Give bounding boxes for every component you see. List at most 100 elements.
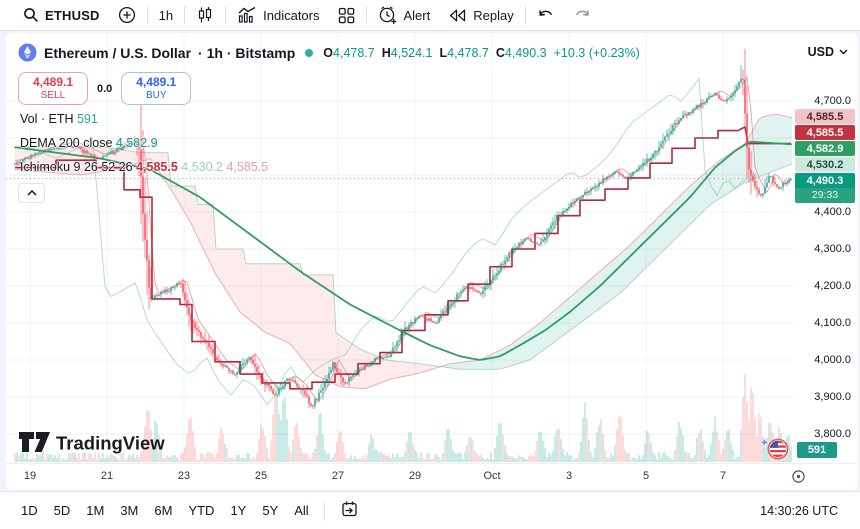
price-axis-label: 3,800.0 bbox=[814, 428, 851, 440]
range-button-5y[interactable]: 5Y bbox=[262, 503, 279, 518]
volume-axis-badge: 591 bbox=[797, 442, 837, 458]
range-button-1y[interactable]: 1Y bbox=[230, 503, 247, 518]
replay-button[interactable]: Replay bbox=[439, 0, 522, 31]
sell-price: 4,489.1 bbox=[32, 75, 74, 90]
sell-button[interactable]: 4,489.1 SELL bbox=[18, 72, 88, 105]
ichimoku-legend-row[interactable]: Ichimoku 9 26 52 26 4,585.5 4,530.2 4,58… bbox=[20, 160, 268, 174]
currency-label: USD bbox=[807, 45, 834, 59]
volume-legend-row[interactable]: Vol · ETH 591 bbox=[20, 112, 98, 126]
volume-legend-label: Vol · ETH bbox=[20, 112, 74, 126]
time-axis[interactable]: 19 21 23 25 27 29 Oct 3 5 7 bbox=[6, 463, 858, 490]
redo-button[interactable] bbox=[564, 0, 600, 31]
indicator-price-badge: 4,585.5 bbox=[795, 109, 855, 124]
ichimoku-legend-label: Ichimoku bbox=[20, 160, 71, 174]
ichimoku-kijun-value: 4,585.5 bbox=[136, 160, 178, 174]
replay-icon bbox=[450, 9, 466, 21]
price-axis-label: 4,400.0 bbox=[814, 206, 851, 218]
chart-pane: Ethereum / U.S. Dollar · 1h · Bitstamp O… bbox=[6, 33, 858, 490]
current-price-badge: 4,490.3 29:33 bbox=[795, 173, 855, 203]
indicators-icon bbox=[238, 6, 256, 23]
close-value: 4,490.3 bbox=[504, 45, 547, 60]
symbol-name: ETHUSD bbox=[45, 7, 100, 23]
calendar-goto-icon bbox=[342, 501, 357, 517]
bar-countdown: 29:33 bbox=[795, 188, 855, 203]
collapse-legend-button[interactable] bbox=[18, 183, 45, 203]
range-button-1m[interactable]: 1M bbox=[86, 503, 105, 518]
axis-settings-button[interactable] bbox=[791, 469, 806, 489]
alert-label: Alert bbox=[403, 7, 431, 23]
range-button-6m[interactable]: 6M bbox=[154, 503, 173, 518]
alert-button[interactable]: Alert bbox=[369, 0, 440, 31]
replay-label: Replay bbox=[473, 7, 514, 23]
toolbar-divider bbox=[146, 6, 148, 24]
current-price-value: 4,490.3 bbox=[795, 173, 855, 188]
time-axis-label: 25 bbox=[254, 470, 268, 482]
range-button-3m[interactable]: 3M bbox=[120, 503, 139, 518]
time-axis-label: 7 bbox=[719, 470, 727, 482]
dema-legend-row[interactable]: DEMA 200 close 4,582.9 bbox=[20, 136, 158, 150]
indicator-price-badge: 4,530.2 bbox=[795, 157, 855, 172]
market-status-dot[interactable] bbox=[305, 48, 314, 57]
dema-legend-label: DEMA 200 close bbox=[20, 136, 113, 150]
price-axis-label: 4,000.0 bbox=[814, 354, 851, 366]
add-symbol-icon bbox=[118, 6, 135, 24]
time-axis-label: 23 bbox=[177, 470, 191, 482]
toolbar-divider bbox=[524, 6, 526, 24]
interval-label: 1h bbox=[158, 7, 174, 23]
range-button-ytd[interactable]: YTD bbox=[188, 503, 215, 518]
goto-date-button[interactable] bbox=[333, 496, 366, 525]
symbol-subtitle[interactable]: · 1h · Bitstamp bbox=[198, 44, 296, 61]
ichimoku-params: 9 26 52 26 bbox=[73, 160, 133, 174]
price-axis[interactable]: 4,700.0 4,400.0 4,300.0 4,200.0 4,100.0 4,000… bbox=[793, 33, 858, 463]
time-axis-label: 27 bbox=[331, 470, 345, 482]
indicator-templates-button[interactable] bbox=[329, 0, 364, 31]
chart-legend-header: Ethereum / U.S. Dollar · 1h · Bitstamp O… bbox=[18, 43, 640, 62]
time-axis-label: 19 bbox=[23, 470, 37, 482]
collapse-icon bbox=[26, 190, 37, 196]
bottom-toolbar-divider bbox=[323, 500, 325, 521]
dema-legend-value: 4,582.9 bbox=[115, 136, 158, 150]
undo-button[interactable] bbox=[528, 0, 564, 31]
layout-grid-icon bbox=[338, 7, 354, 23]
price-axis-label: 4,300.0 bbox=[814, 243, 851, 255]
open-value: 4,478.7 bbox=[333, 45, 375, 60]
volume-legend-value: 591 bbox=[76, 112, 98, 126]
high-value: 4,524.1 bbox=[390, 45, 433, 60]
price-axis-label: 4,200.0 bbox=[814, 280, 851, 292]
top-toolbar: ETHUSD 1h bbox=[0, 0, 860, 31]
flag-icon[interactable] bbox=[760, 437, 790, 466]
price-axis-label: 4,100.0 bbox=[814, 317, 851, 329]
toolbar-divider bbox=[184, 6, 186, 24]
range-button-1d[interactable]: 1D bbox=[21, 503, 38, 518]
search-icon bbox=[24, 8, 38, 22]
currency-selector[interactable]: USD bbox=[808, 45, 848, 59]
low-value: 4,478.7 bbox=[447, 45, 489, 60]
symbol-search-button[interactable]: ETHUSD bbox=[14, 0, 109, 31]
buy-label: BUY bbox=[146, 89, 167, 101]
symbol-title[interactable]: Ethereum / U.S. Dollar bbox=[44, 44, 192, 61]
time-axis-label: 29 bbox=[408, 470, 422, 482]
indicators-button[interactable]: Indicators bbox=[228, 0, 328, 31]
timezone-clock[interactable]: 14:30:26 UTC bbox=[760, 503, 838, 518]
bottom-toolbar: 1D 5D 1M 3M 6M YTD 1Y 5Y All 14:30:26 UTC bbox=[0, 491, 860, 529]
interval-button[interactable]: 1h bbox=[150, 0, 182, 31]
compare-add-symbol-button[interactable] bbox=[109, 0, 145, 31]
indicators-label: Indicators bbox=[263, 7, 320, 23]
range-button-5d[interactable]: 5D bbox=[53, 503, 71, 518]
time-axis-label: Oct bbox=[483, 470, 501, 482]
buy-price: 4,489.1 bbox=[136, 75, 177, 90]
bar-style-icon bbox=[199, 7, 212, 23]
bar-style-button[interactable] bbox=[187, 0, 223, 31]
change-value: +10.3 (+0.23%) bbox=[553, 45, 640, 60]
indicator-price-badge: 4,582.9 bbox=[795, 141, 855, 156]
time-axis-label: 21 bbox=[100, 470, 114, 482]
spread-value: 0.0 bbox=[97, 82, 113, 95]
ohlc-values: O4,478.7 H4,524.1 L4,478.7 C4,490.3 +10.… bbox=[323, 45, 640, 60]
buy-button[interactable]: 4,489.1 BUY bbox=[121, 72, 192, 105]
time-axis-label: 5 bbox=[642, 470, 650, 482]
sell-label: SELL bbox=[40, 89, 66, 101]
indicator-price-badge: 4,585.5 bbox=[795, 125, 855, 140]
range-button-all[interactable]: All bbox=[294, 503, 309, 518]
eth-logo-icon bbox=[18, 43, 37, 62]
